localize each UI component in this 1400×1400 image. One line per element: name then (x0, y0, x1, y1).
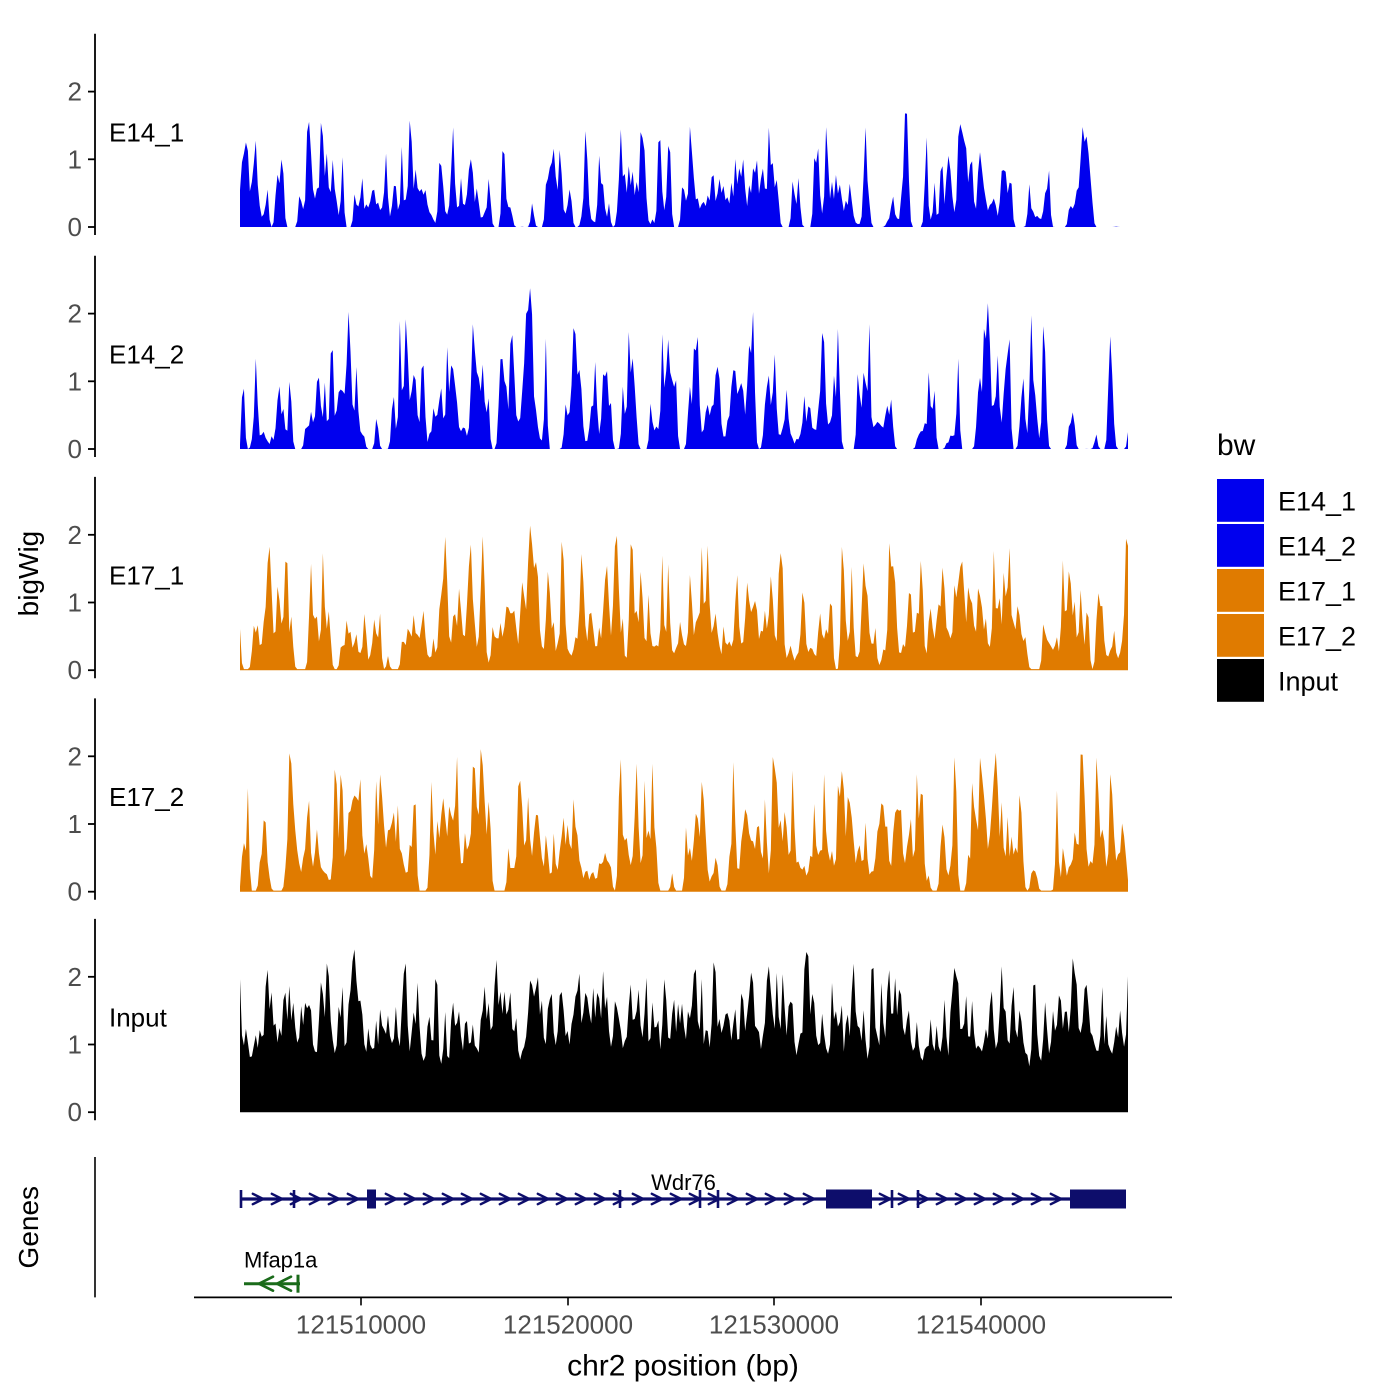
svg-text:0: 0 (68, 1097, 82, 1127)
svg-text:0: 0 (68, 655, 82, 685)
svg-text:E14_1: E14_1 (109, 117, 184, 147)
svg-text:0: 0 (68, 434, 82, 464)
svg-text:121530000: 121530000 (709, 1309, 839, 1339)
svg-text:Mfap1a: Mfap1a (244, 1248, 318, 1273)
svg-text:E17_2: E17_2 (1278, 622, 1356, 652)
svg-text:E17_2: E17_2 (109, 782, 184, 812)
svg-text:E14_2: E14_2 (1278, 532, 1356, 562)
svg-text:2: 2 (68, 77, 82, 107)
svg-text:2: 2 (68, 741, 82, 771)
svg-text:Input: Input (1278, 667, 1339, 697)
svg-text:E17_1: E17_1 (109, 561, 184, 591)
svg-text:121540000: 121540000 (916, 1309, 1046, 1339)
svg-text:1: 1 (68, 588, 82, 618)
svg-text:0: 0 (68, 877, 82, 907)
svg-text:E14_2: E14_2 (109, 339, 184, 369)
svg-text:1: 1 (68, 1030, 82, 1060)
svg-text:Wdr76: Wdr76 (651, 1170, 716, 1195)
svg-text:bigWig: bigWig (13, 531, 44, 617)
svg-text:121520000: 121520000 (503, 1309, 633, 1339)
svg-text:121510000: 121510000 (296, 1309, 426, 1339)
svg-text:2: 2 (68, 299, 82, 329)
svg-text:bw: bw (1217, 429, 1256, 462)
svg-text:Genes: Genes (13, 1186, 44, 1269)
svg-text:2: 2 (68, 520, 82, 550)
svg-text:1: 1 (68, 366, 82, 396)
svg-text:0: 0 (68, 212, 82, 242)
svg-text:Input: Input (109, 1003, 168, 1033)
svg-text:chr2 position (bp): chr2 position (bp) (567, 1349, 799, 1382)
svg-text:1: 1 (68, 144, 82, 174)
svg-text:2: 2 (68, 962, 82, 992)
svg-text:E17_1: E17_1 (1278, 577, 1356, 607)
svg-text:E14_1: E14_1 (1278, 487, 1356, 517)
svg-text:1: 1 (68, 809, 82, 839)
